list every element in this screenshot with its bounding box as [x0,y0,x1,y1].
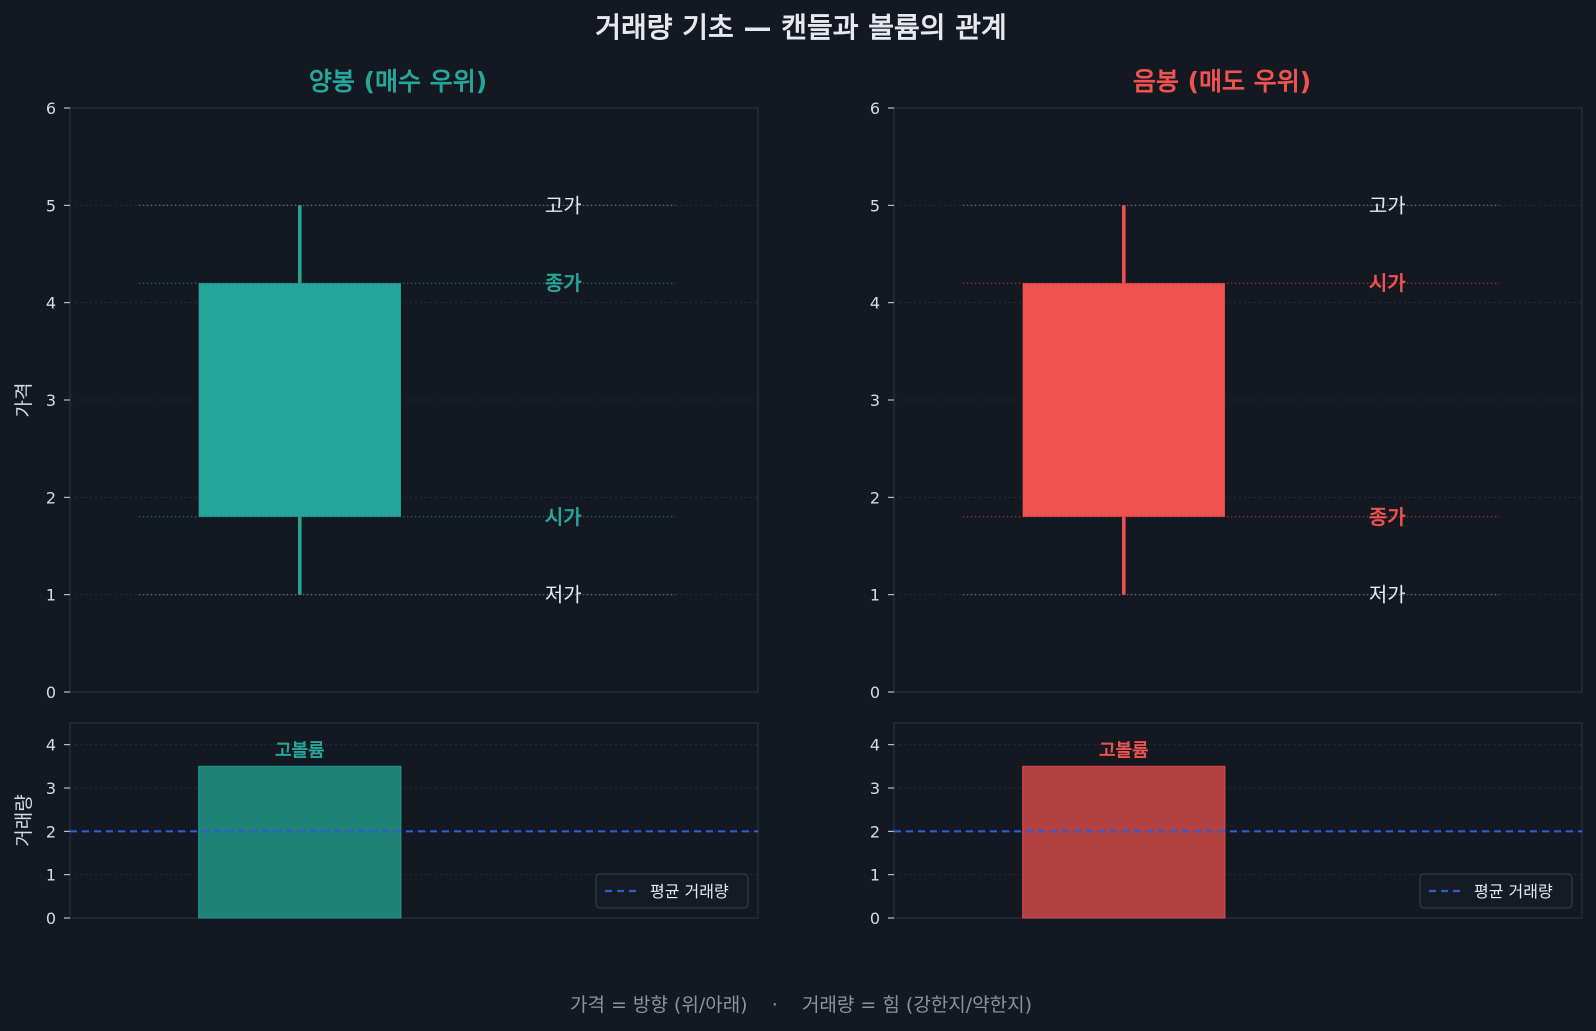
panel-title: 음봉 (매도 우위) [1133,67,1311,96]
price-tick-label: 0 [46,683,56,702]
price-tick-label: 5 [870,196,880,215]
legend-box [595,873,749,909]
price-tick-label: 4 [870,294,880,313]
candle-body [1022,283,1225,517]
figure-title: 거래량 기초 — 캔들과 볼륨의 관계 [595,11,1007,44]
volume-tick-label: 0 [46,909,56,928]
price-axis-label: 가격 [13,383,35,418]
price-tick-label: 6 [870,99,880,118]
volume-bar-label: 고볼륨 [1099,740,1149,761]
price-tick-label: 1 [870,586,880,605]
price-tick-label: 1 [46,586,56,605]
price-tick-label: 3 [46,391,56,410]
figure-footer-note: 가격 = 방향 (위/아래) · 거래량 = 힘 (강한지/약한지) [570,994,1032,1016]
volume-tick-label: 3 [870,779,880,798]
volume-tick-label: 3 [46,779,56,798]
price-level-label: 고가 [1369,193,1406,217]
volume-tick-label: 4 [46,736,56,755]
legend-label: 평균 거래량 [1474,882,1553,901]
price-level-label: 저가 [545,583,582,607]
price-tick-label: 2 [870,488,880,507]
volume-tick-label: 2 [46,822,56,841]
volume-tick-label: 1 [870,866,880,885]
volume-bar-label: 고볼륨 [275,740,325,761]
price-tick-label: 0 [870,683,880,702]
volume-panel-frame [69,722,759,919]
price-level-label: 종가 [1369,505,1406,529]
volume-bar [1022,765,1226,919]
candle-body [198,283,401,517]
price-tick-label: 4 [46,294,56,313]
volume-tick-label: 1 [46,866,56,885]
legend-box [1419,873,1573,909]
price-tick-label: 3 [870,391,880,410]
volume-bar [198,765,402,919]
price-level-label: 시가 [1369,271,1406,295]
volume-tick-label: 0 [870,909,880,928]
panel-title: 양봉 (매수 우위) [309,67,487,96]
price-tick-label: 2 [46,488,56,507]
price-level-label: 저가 [1369,583,1406,607]
volume-legend: 평균 거래량 [1419,873,1573,909]
price-level-label: 시가 [545,505,582,529]
volume-tick-label: 4 [870,736,880,755]
price-tick-label: 6 [46,99,56,118]
volume-tick-label: 2 [870,822,880,841]
price-level-label: 종가 [545,271,582,295]
volume-legend: 평균 거래량 [595,873,749,909]
legend-label: 평균 거래량 [650,882,729,901]
price-tick-label: 5 [46,196,56,215]
price-level-label: 고가 [545,193,582,217]
volume-panel-frame [893,722,1583,919]
chart-panels: 양봉 (매수 우위)0123456가격고가종가시가저가01234거래량고볼륨평균… [13,67,1583,928]
volume-axis-label: 거래량 [13,794,35,846]
